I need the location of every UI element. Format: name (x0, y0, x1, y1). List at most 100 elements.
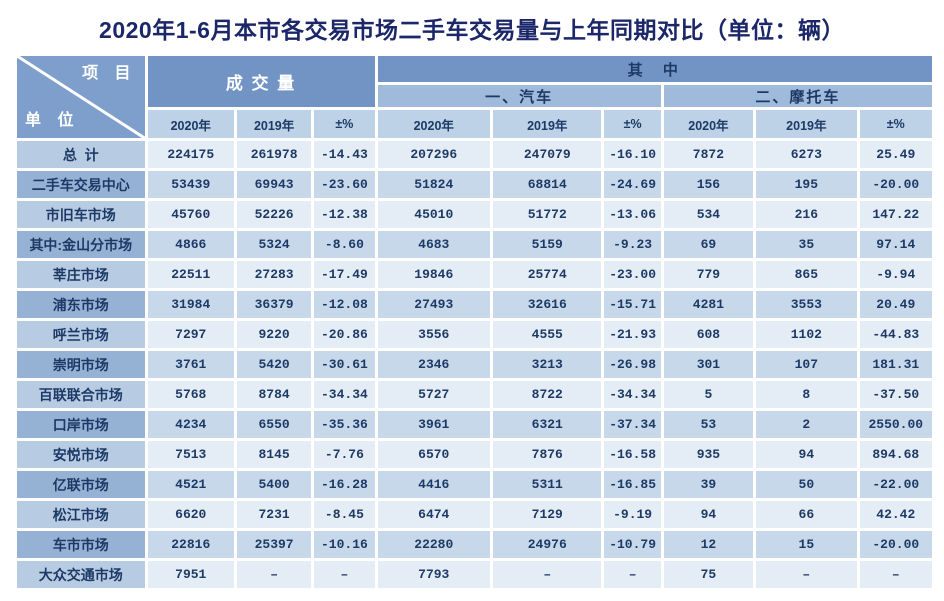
data-cell: -34.34 (314, 381, 375, 408)
table-row: 崇明市场 3761 5420 -30.61 2346 3213 -26.98 301 107 18… (17, 351, 932, 378)
data-cell: 51772 (493, 201, 602, 228)
data-cell: – (859, 561, 932, 588)
data-cell: 865 (756, 261, 857, 288)
data-cell: -20.86 (314, 321, 375, 348)
row-label: 亿联市场 (17, 471, 145, 498)
data-cell: 75 (663, 561, 754, 588)
data-cell: -16.85 (604, 471, 661, 498)
data-cell: 261978 (236, 141, 312, 168)
data-cell: -8.45 (314, 501, 375, 528)
data-cell: -12.38 (314, 201, 375, 228)
data-cell: 50 (756, 471, 857, 498)
data-cell: -9.19 (604, 501, 661, 528)
pct-header: ±% (604, 110, 661, 138)
data-cell: 94 (663, 501, 754, 528)
data-cell: 6273 (756, 141, 857, 168)
data-cell: 20.49 (859, 291, 932, 318)
table-row: 总 计 224175 261978 -14.43 207296 247079 -16.10 7… (17, 141, 932, 168)
data-cell: 7231 (236, 501, 312, 528)
data-cell: 4866 (147, 231, 234, 258)
data-cell: -20.00 (859, 531, 932, 558)
data-cell: -35.36 (314, 411, 375, 438)
data-cell: -10.16 (314, 531, 375, 558)
table-row: 二手车交易中心 53439 69943 -23.60 51824 68814 -24.69 1… (17, 171, 932, 198)
table-row: 安悦市场 7513 8145 -7.76 6570 7876 -16.58 935 94 894.… (17, 441, 932, 468)
data-cell: 3556 (377, 321, 491, 348)
data-cell: 224175 (147, 141, 234, 168)
data-cell: 5420 (236, 351, 312, 378)
data-cell: 22511 (147, 261, 234, 288)
data-cell: 7129 (493, 501, 602, 528)
data-cell: 2346 (377, 351, 491, 378)
data-cell: 53439 (147, 171, 234, 198)
data-cell: 107 (756, 351, 857, 378)
data-cell: 8 (756, 381, 857, 408)
table-row: 大众交通市场 7951– –7793– –75– – (17, 561, 932, 588)
data-cell: 15 (756, 531, 857, 558)
data-cell: 4555 (493, 321, 602, 348)
data-cell: 35 (756, 231, 857, 258)
data-cell: 19846 (377, 261, 491, 288)
data-cell: 3213 (493, 351, 602, 378)
data-cell: -17.49 (314, 261, 375, 288)
data-cell: 6321 (493, 411, 602, 438)
table-row: 莘庄市场 22511 27283 -17.49 19846 25774 -23.00 779 8… (17, 261, 932, 288)
data-cell: 45760 (147, 201, 234, 228)
data-cell: 5311 (493, 471, 602, 498)
row-label: 莘庄市场 (17, 261, 145, 288)
data-cell: -9.23 (604, 231, 661, 258)
table-row: 百联联合市场 5768 8784 -34.34 5727 8722 -34.34 5 8 -37.… (17, 381, 932, 408)
data-cell: – (604, 561, 661, 588)
data-cell: -13.06 (604, 201, 661, 228)
used-car-trade-table: 项 目 单 位 成 交 量 其 中 一、汽车 二、摩托车 2020年 2019年… (14, 53, 935, 591)
row-label: 崇明市场 (17, 351, 145, 378)
data-cell: 7872 (663, 141, 754, 168)
data-cell: -10.79 (604, 531, 661, 558)
data-cell: 69 (663, 231, 754, 258)
data-cell: 66 (756, 501, 857, 528)
data-cell: 31984 (147, 291, 234, 318)
data-cell: 3761 (147, 351, 234, 378)
data-cell: 25.49 (859, 141, 932, 168)
page-title: 2020年1-6月本市各交易市场二手车交易量与上年同期对比（单位：辆） (99, 17, 845, 43)
row-label: 百联联合市场 (17, 381, 145, 408)
data-cell: -14.43 (314, 141, 375, 168)
data-cell: 45010 (377, 201, 491, 228)
pct-header: ±% (314, 110, 375, 138)
data-cell: 4521 (147, 471, 234, 498)
table-row: 松江市场 6620 7231 -8.45 6474 7129 -9.19 94 66 42.42 (17, 501, 932, 528)
table-row: 口岸市场 4234 6550 -35.36 3961 6321 -37.34 53 2 2550.… (17, 411, 932, 438)
data-cell: -22.00 (859, 471, 932, 498)
data-cell: 5727 (377, 381, 491, 408)
data-cell: 301 (663, 351, 754, 378)
table-body: 总 计 224175 261978 -14.43 207296 247079 -16.10 7… (17, 141, 932, 588)
data-cell: -8.60 (314, 231, 375, 258)
data-cell: 6474 (377, 501, 491, 528)
data-cell: -26.98 (604, 351, 661, 378)
header-motorcycles: 二、摩托车 (663, 85, 932, 107)
data-cell: 27493 (377, 291, 491, 318)
table-row: 呼兰市场 7297 9220 -20.86 3556 4555 -21.93 608 1102-… (17, 321, 932, 348)
data-cell: 608 (663, 321, 754, 348)
data-cell: 6550 (236, 411, 312, 438)
data-cell: 52226 (236, 201, 312, 228)
data-cell: 7793 (377, 561, 491, 588)
year-header: 2020年 (147, 110, 234, 138)
data-cell: 51824 (377, 171, 491, 198)
data-cell: -15.71 (604, 291, 661, 318)
row-label: 其中:金山分市场 (17, 231, 145, 258)
corner-header-cell: 项 目 单 位 (17, 56, 145, 138)
data-cell: -30.61 (314, 351, 375, 378)
data-cell: -37.50 (859, 381, 932, 408)
row-label: 大众交通市场 (17, 561, 145, 588)
data-cell: 69943 (236, 171, 312, 198)
data-cell: 156 (663, 171, 754, 198)
table-row: 其中:金山分市场 4866 5324 -8.60 4683 5159 -9.23 69 35 97… (17, 231, 932, 258)
data-cell: 4416 (377, 471, 491, 498)
data-cell: 181.31 (859, 351, 932, 378)
data-cell: 97.14 (859, 231, 932, 258)
row-label: 呼兰市场 (17, 321, 145, 348)
data-cell: 5400 (236, 471, 312, 498)
data-cell: 147.22 (859, 201, 932, 228)
table-row: 亿联市场 4521 5400 -16.28 4416 5311 -16.85 39 50 -22.… (17, 471, 932, 498)
